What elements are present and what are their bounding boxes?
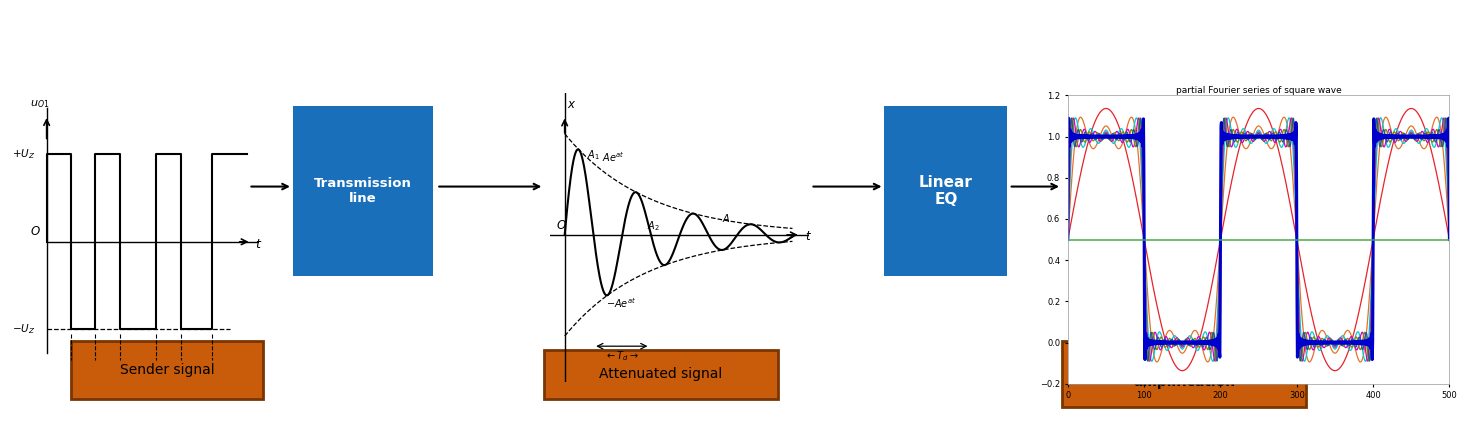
Text: $O$: $O$ bbox=[30, 225, 40, 238]
Text: $t$: $t$ bbox=[256, 238, 262, 251]
Text: $t$: $t$ bbox=[805, 230, 812, 243]
FancyBboxPatch shape bbox=[884, 106, 1007, 276]
Text: $O$: $O$ bbox=[556, 219, 566, 232]
Title: partial Fourier series of square wave: partial Fourier series of square wave bbox=[1176, 86, 1341, 95]
Text: $u_{O1}$: $u_{O1}$ bbox=[30, 98, 49, 110]
Text: Sender signal: Sender signal bbox=[120, 363, 214, 377]
FancyBboxPatch shape bbox=[71, 341, 263, 399]
Text: $-Ae^{at}$: $-Ae^{at}$ bbox=[606, 296, 636, 310]
Text: CTLE linear EQ
amplification: CTLE linear EQ amplification bbox=[1127, 359, 1241, 389]
Text: Attenuated signal: Attenuated signal bbox=[599, 367, 723, 381]
Text: $A_1$: $A_1$ bbox=[587, 148, 600, 162]
Text: $x$: $x$ bbox=[566, 98, 577, 112]
FancyBboxPatch shape bbox=[1062, 341, 1306, 407]
Text: $Ae^{at}$: $Ae^{at}$ bbox=[602, 150, 624, 164]
Text: Linear
EQ: Linear EQ bbox=[918, 175, 973, 207]
Text: $+U_Z$: $+U_Z$ bbox=[12, 148, 35, 162]
Text: Transmission
line: Transmission line bbox=[314, 177, 413, 205]
Text: $-U_Z$: $-U_Z$ bbox=[12, 322, 35, 336]
Text: $A_2$: $A_2$ bbox=[646, 219, 660, 233]
FancyBboxPatch shape bbox=[544, 350, 778, 399]
FancyBboxPatch shape bbox=[293, 106, 433, 276]
Text: $A$: $A$ bbox=[722, 212, 731, 224]
Text: $\leftarrow T_d \rightarrow$: $\leftarrow T_d \rightarrow$ bbox=[605, 349, 639, 363]
